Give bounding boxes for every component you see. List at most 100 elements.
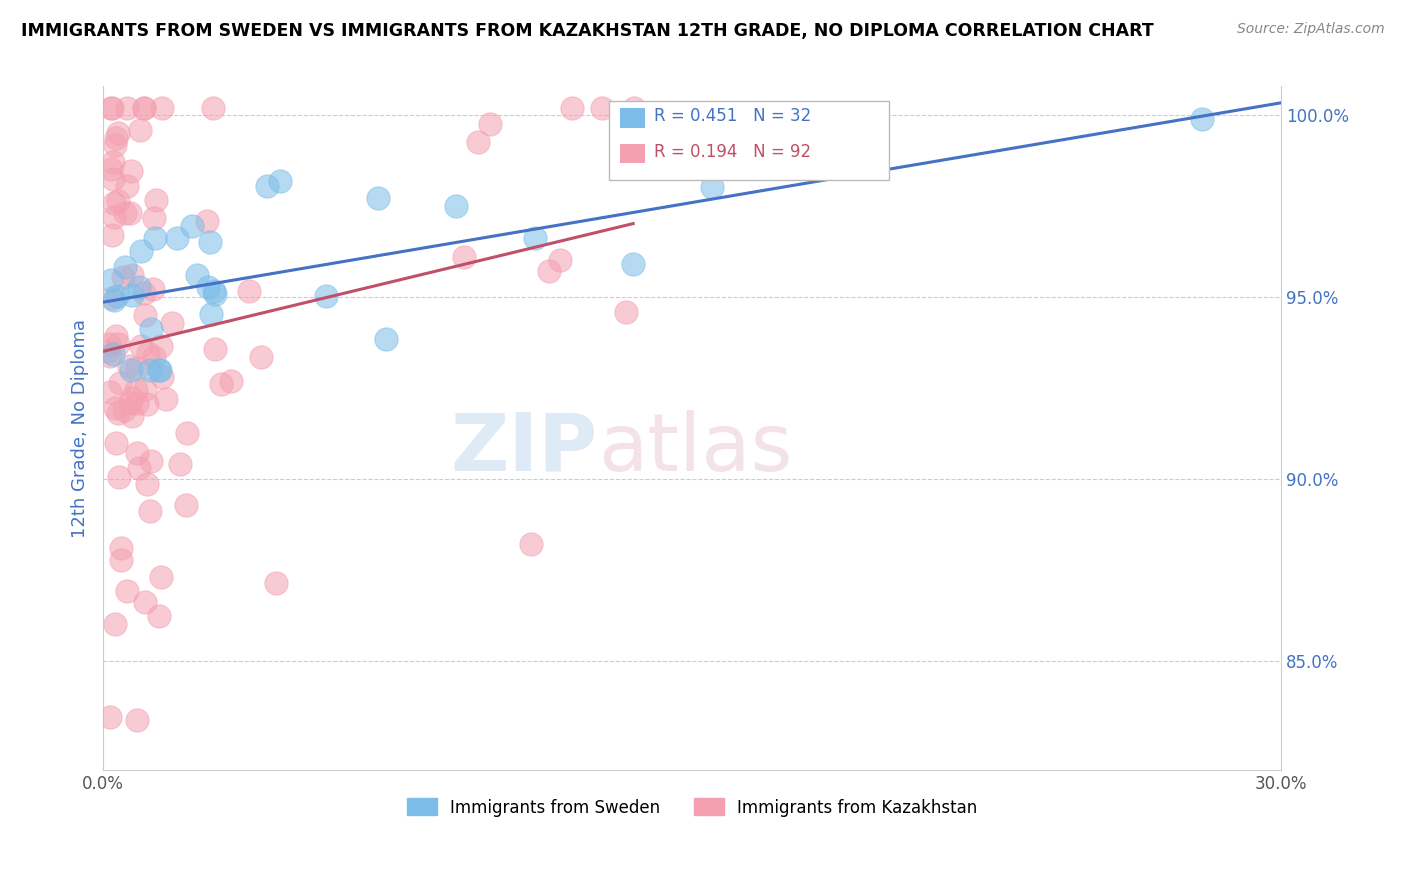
Point [180, 219, 202, 234]
Point [195, 213, 218, 227]
Point [114, 260, 136, 274]
Point [118, 359, 141, 373]
Point [98, 385, 121, 400]
Point [269, 174, 291, 188]
Point [127, 713, 149, 727]
Text: IMMIGRANTS FROM SWEDEN VS IMMIGRANTS FROM KAZAKHSTAN 12TH GRADE, NO DIPLOMA CORR: IMMIGRANTS FROM SWEDEN VS IMMIGRANTS FRO… [21, 22, 1154, 40]
Point [121, 392, 143, 406]
Point [315, 289, 337, 303]
Point [105, 288, 128, 302]
Point [121, 409, 143, 424]
Point [467, 135, 489, 149]
Y-axis label: 12th Grade, No Diploma: 12th Grade, No Diploma [72, 318, 89, 538]
Point [104, 329, 127, 343]
Point [110, 553, 132, 567]
Point [537, 264, 560, 278]
Point [136, 345, 159, 359]
Point [107, 126, 129, 140]
Point [101, 291, 124, 305]
Point [132, 285, 155, 300]
Point [149, 363, 172, 377]
Point [176, 426, 198, 441]
Point [120, 164, 142, 178]
Point [143, 231, 166, 245]
Point [204, 287, 226, 301]
Point [591, 101, 613, 115]
Point [103, 196, 125, 211]
Point [700, 180, 723, 194]
Point [125, 446, 148, 460]
Text: R = 0.451   N = 32: R = 0.451 N = 32 [654, 107, 811, 125]
Point [121, 268, 143, 282]
Text: Source: ZipAtlas.com: Source: ZipAtlas.com [1237, 22, 1385, 37]
Point [101, 227, 124, 242]
Point [100, 710, 122, 724]
Point [162, 317, 184, 331]
Text: atlas: atlas [598, 409, 792, 488]
Point [128, 122, 150, 136]
Point [150, 570, 173, 584]
Point [139, 504, 162, 518]
Point [115, 101, 138, 115]
Point [135, 476, 157, 491]
Point [100, 273, 122, 287]
Point [561, 101, 583, 115]
Point [128, 460, 150, 475]
Point [118, 395, 141, 409]
Text: ZIP: ZIP [450, 409, 598, 488]
Point [238, 284, 260, 298]
Point [166, 231, 188, 245]
Point [105, 436, 128, 450]
Point [105, 130, 128, 145]
Point [134, 308, 156, 322]
Point [107, 406, 129, 420]
Point [150, 101, 173, 115]
Point [103, 293, 125, 307]
Point [148, 609, 170, 624]
Point [101, 172, 124, 186]
Point [97, 337, 120, 351]
Point [621, 257, 644, 271]
Point [108, 376, 131, 390]
Point [614, 304, 637, 318]
Point [219, 374, 242, 388]
Point [120, 363, 142, 377]
Point [623, 101, 645, 115]
Point [202, 101, 225, 115]
Point [100, 161, 122, 176]
Point [143, 350, 166, 364]
Point [132, 101, 155, 115]
Point [98, 349, 121, 363]
Point [249, 351, 271, 365]
Point [125, 361, 148, 376]
Point [103, 137, 125, 152]
Point [112, 269, 135, 284]
Point [103, 210, 125, 224]
Point [134, 595, 156, 609]
Point [100, 101, 122, 115]
Point [136, 397, 159, 411]
Point [139, 322, 162, 336]
Point [155, 392, 177, 406]
Point [117, 583, 139, 598]
Point [129, 244, 152, 258]
Point [125, 395, 148, 409]
Point [104, 401, 127, 415]
Point [134, 382, 156, 396]
Point [550, 253, 572, 268]
Point [204, 343, 226, 357]
Point [139, 363, 162, 377]
Text: R = 0.194   N = 92: R = 0.194 N = 92 [654, 143, 811, 161]
Point [150, 369, 173, 384]
Point [186, 268, 208, 282]
Point [256, 179, 278, 194]
Point [101, 347, 124, 361]
Point [200, 307, 222, 321]
Point [264, 576, 287, 591]
Point [148, 363, 170, 377]
Point [134, 101, 156, 115]
Point [520, 537, 543, 551]
Point [150, 339, 173, 353]
Point [114, 206, 136, 220]
Point [139, 454, 162, 468]
